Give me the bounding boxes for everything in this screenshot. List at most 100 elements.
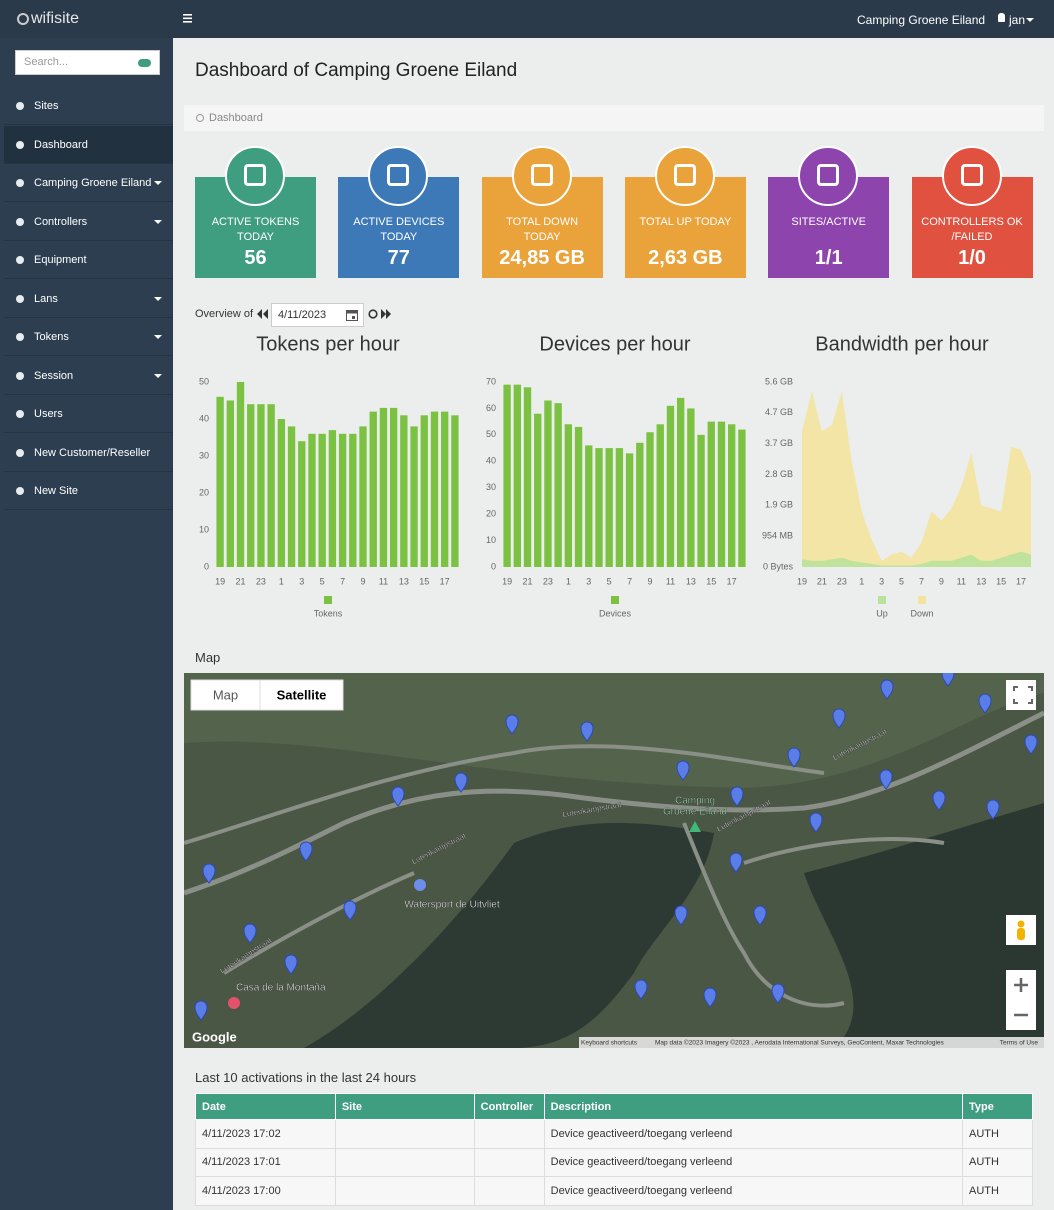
map-type-button[interactable] (259, 679, 344, 711)
bar (717, 421, 726, 567)
site-name[interactable]: Camping Groene Eiland (857, 13, 986, 27)
map-pin[interactable] (730, 786, 744, 807)
map-pin[interactable] (674, 905, 688, 926)
map-pin[interactable] (243, 923, 257, 944)
x-tick-label: 19 (797, 576, 807, 586)
nav-icon (16, 217, 24, 226)
card-icon (654, 146, 715, 206)
map-pin[interactable] (703, 987, 717, 1008)
map-pin[interactable] (580, 721, 594, 742)
map-pin[interactable] (676, 760, 690, 781)
x-tick-label: 15 (706, 576, 716, 586)
map-pin[interactable] (879, 769, 893, 790)
x-tick-label: 21 (817, 576, 827, 586)
x-tick-label: 17 (1016, 576, 1026, 586)
map-attribution[interactable]: Terms of Use (1000, 1040, 1039, 1047)
y-tick-label: 30 (486, 482, 496, 492)
zoom-in[interactable] (1014, 978, 1028, 992)
logo[interactable]: wifisite (31, 10, 80, 27)
map-pin[interactable] (299, 841, 313, 862)
nav-item[interactable]: New Site (4, 472, 173, 510)
map-pin[interactable] (194, 1000, 208, 1021)
map-pin[interactable] (1024, 734, 1038, 755)
nav-item[interactable]: New Customer/Reseller (4, 434, 173, 472)
legend-label: Down (910, 608, 933, 618)
nav-item[interactable]: Controllers (4, 203, 173, 241)
nav-label: Sites (34, 100, 59, 112)
user-menu[interactable]: jan (1009, 13, 1026, 27)
breadcrumb-text[interactable]: Dashboard (209, 112, 263, 124)
nav-item[interactable]: Camping Groene Eiland (4, 164, 173, 202)
map-pin[interactable] (284, 954, 298, 975)
map-pin[interactable] (391, 786, 405, 807)
nav-item[interactable]: Dashboard (4, 125, 173, 164)
map-pin[interactable] (771, 983, 785, 1004)
map-pin[interactable] (880, 679, 894, 700)
map-pin[interactable] (809, 812, 823, 833)
map-pin[interactable] (832, 708, 846, 729)
map-attribution[interactable]: Keyboard shortcuts (581, 1040, 638, 1047)
map-poi[interactable] (228, 997, 240, 1009)
nav-item[interactable]: Equipment (4, 241, 173, 279)
map-pin[interactable] (978, 693, 992, 714)
bar (338, 433, 347, 567)
card-label: TOTAL UP TODAY (639, 216, 732, 228)
map-road (184, 744, 945, 1008)
map-pin[interactable] (505, 714, 519, 735)
search-input[interactable]: Search... (15, 50, 160, 75)
nav-label: Users (34, 408, 63, 420)
nav-icon (16, 256, 24, 264)
fullscreen-button[interactable] (1006, 680, 1036, 710)
map-pin[interactable] (986, 799, 1000, 820)
map-poi[interactable] (689, 821, 701, 832)
bar (687, 408, 695, 567)
calendar-icon[interactable] (346, 309, 358, 321)
map-pin[interactable] (932, 790, 946, 811)
table-cell (334, 1119, 475, 1149)
table-cell: 4/11/2023 17:00 (195, 1176, 336, 1206)
nav-item[interactable]: Users (4, 395, 173, 433)
map-water-east (804, 803, 1044, 1048)
nav-item[interactable]: Session (4, 357, 173, 395)
bar (308, 433, 316, 567)
nav-icon (16, 179, 24, 187)
y-tick-label: 30 (199, 450, 209, 460)
x-tick-label: 7 (340, 576, 345, 586)
map-type-label[interactable]: Map (213, 687, 238, 702)
x-tick-label: 3 (299, 576, 304, 586)
card-icon-glyph (673, 164, 696, 186)
column-header: Site (334, 1093, 475, 1120)
chart: Bandwidth per hour 0 Bytes 954 MB 1.9 GB 2.8… (762, 333, 1031, 618)
table-cell (473, 1176, 545, 1206)
map-pin[interactable] (202, 863, 216, 884)
bar (534, 413, 542, 567)
map-pin[interactable] (454, 772, 468, 793)
menu-toggle[interactable] (183, 14, 193, 23)
nav-item[interactable]: Sites (4, 87, 173, 125)
search-toggle[interactable] (138, 59, 151, 67)
map-type-button[interactable] (190, 679, 261, 711)
x-tick-label: 19 (502, 576, 512, 586)
nav-item[interactable]: Lans (4, 280, 173, 318)
bar (359, 426, 367, 567)
refresh-next[interactable] (368, 309, 392, 319)
map-type-label[interactable]: Satellite (277, 687, 327, 702)
map-poi[interactable] (414, 879, 426, 891)
table-cell: AUTH (962, 1119, 1033, 1149)
nav-item[interactable]: Tokens (4, 318, 173, 356)
map-pin[interactable] (753, 905, 767, 926)
map[interactable]: Map Satellite LutenkampstraatLutenkampstr… (184, 673, 1044, 1048)
map-pin[interactable] (634, 979, 648, 1000)
bar (615, 448, 624, 567)
map-pin[interactable] (729, 852, 743, 873)
nav-icon (16, 294, 24, 303)
nav-caret (154, 373, 162, 382)
table-cell (473, 1119, 545, 1149)
map-pin[interactable] (343, 900, 357, 921)
y-tick-label: 2.8 GB (765, 469, 793, 479)
prev-day[interactable] (257, 309, 269, 319)
map-pin[interactable] (941, 673, 955, 687)
date-input[interactable]: 4/11/2023 (271, 303, 364, 327)
y-tick-label: 40 (486, 456, 496, 466)
map-pin[interactable] (787, 747, 801, 768)
